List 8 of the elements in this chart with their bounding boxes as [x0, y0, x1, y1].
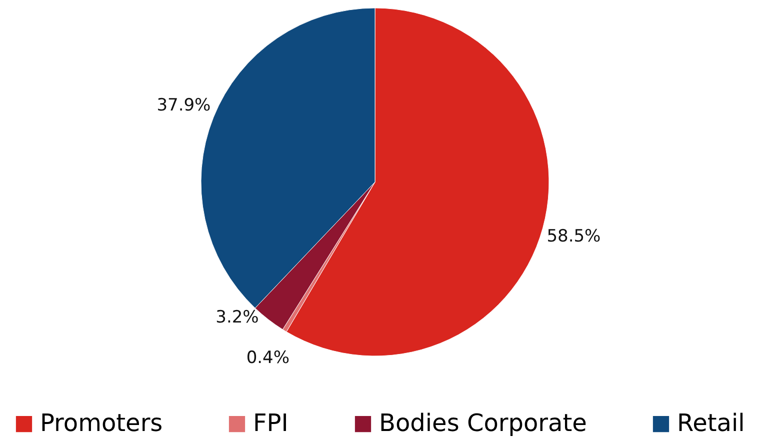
legend-label: Promoters: [40, 409, 163, 437]
data-label: 0.4%: [246, 348, 290, 368]
data-label: 37.9%: [156, 96, 211, 116]
data-label: 3.2%: [216, 307, 259, 328]
legend-label: Bodies Corporate: [379, 409, 587, 437]
legend-label: FPI: [253, 409, 288, 437]
legend-label: Retail: [677, 409, 745, 437]
data-label: 58.5%: [546, 226, 601, 246]
